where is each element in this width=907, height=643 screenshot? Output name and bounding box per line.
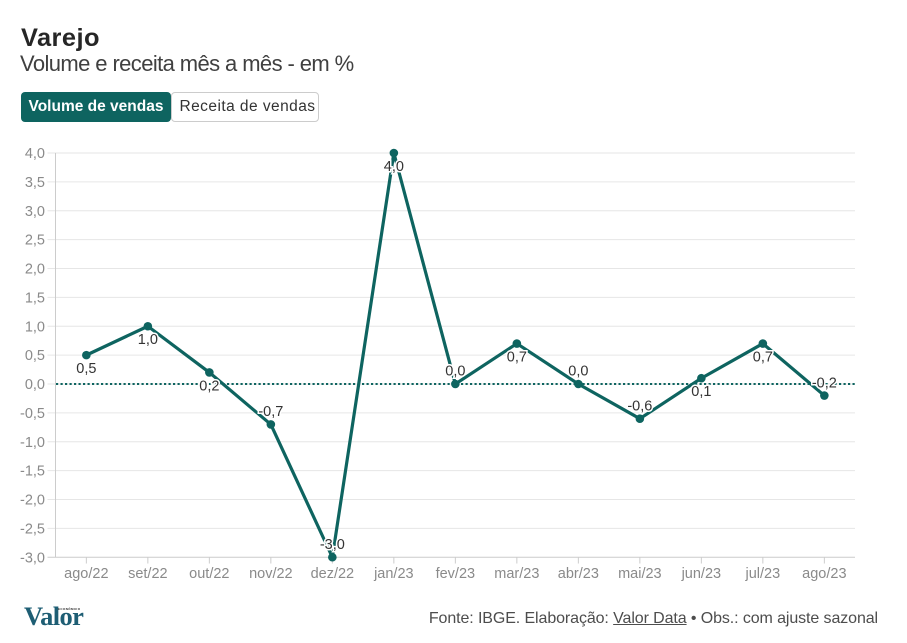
svg-text:0,2: 0,2 xyxy=(199,378,219,394)
svg-text:3,0: 3,0 xyxy=(25,204,45,220)
svg-text:nov/22: nov/22 xyxy=(249,566,293,582)
svg-text:0,7: 0,7 xyxy=(507,349,527,365)
svg-text:jan/23: jan/23 xyxy=(373,566,414,582)
svg-text:-0,6: -0,6 xyxy=(627,398,652,414)
svg-text:3,5: 3,5 xyxy=(25,175,45,191)
svg-text:2,5: 2,5 xyxy=(25,233,45,249)
svg-text:0,0: 0,0 xyxy=(568,364,588,380)
svg-text:fev/23: fev/23 xyxy=(436,566,476,582)
svg-text:0,5: 0,5 xyxy=(76,361,96,377)
svg-text:0,0: 0,0 xyxy=(445,364,465,380)
svg-text:-1,0: -1,0 xyxy=(20,435,45,451)
svg-text:-1,5: -1,5 xyxy=(20,464,45,480)
svg-text:4,0: 4,0 xyxy=(25,146,45,162)
svg-text:1,0: 1,0 xyxy=(138,332,158,348)
svg-text:0,0: 0,0 xyxy=(25,377,45,393)
svg-text:jul/23: jul/23 xyxy=(745,566,781,582)
svg-text:jun/23: jun/23 xyxy=(681,566,722,582)
svg-text:-3,0: -3,0 xyxy=(320,537,345,553)
svg-text:0,7: 0,7 xyxy=(753,349,773,365)
svg-text:4,0: 4,0 xyxy=(384,159,404,175)
svg-text:-2,0: -2,0 xyxy=(20,493,45,509)
svg-text:mai/23: mai/23 xyxy=(618,566,662,582)
svg-text:ago/22: ago/22 xyxy=(64,566,108,582)
svg-text:ago/23: ago/23 xyxy=(802,566,846,582)
svg-text:-2,5: -2,5 xyxy=(20,521,45,537)
svg-text:out/22: out/22 xyxy=(189,566,229,582)
svg-text:2,0: 2,0 xyxy=(25,262,45,278)
svg-text:abr/23: abr/23 xyxy=(558,566,599,582)
svg-text:-0,7: -0,7 xyxy=(258,404,283,420)
svg-text:0,1: 0,1 xyxy=(691,384,711,400)
svg-text:mar/23: mar/23 xyxy=(494,566,539,582)
svg-text:-0,2: -0,2 xyxy=(812,375,837,391)
svg-text:dez/22: dez/22 xyxy=(311,566,355,582)
svg-text:1,5: 1,5 xyxy=(25,290,45,306)
svg-text:0,5: 0,5 xyxy=(25,348,45,364)
svg-text:-0,5: -0,5 xyxy=(20,406,45,422)
svg-text:-3,0: -3,0 xyxy=(20,550,45,566)
svg-text:1,0: 1,0 xyxy=(25,319,45,335)
svg-text:set/22: set/22 xyxy=(128,566,168,582)
